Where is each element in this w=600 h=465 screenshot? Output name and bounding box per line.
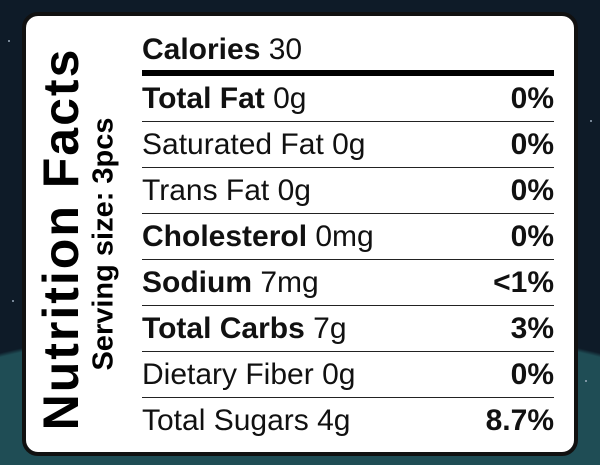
nutrient-row: Trans Fat 0g 0% [142,168,554,214]
nutrient-amount: 4g [317,403,351,437]
nutrient: Sodium 7mg [142,266,319,300]
serving-size: Serving size: 3pcs [87,117,120,371]
calories-label: Calories [142,33,261,66]
nutrient: Trans Fat 0g [142,174,311,208]
nutrient: Total Sugars 4g [142,404,350,438]
nutrient-row: Total Sugars 4g 8.7% [142,398,554,443]
nutrient-name: Total Carbs [142,311,305,345]
nutrient: Total Fat 0g [142,82,307,116]
nutrient-name: Trans Fat [142,173,270,207]
nutrient-amount: 0mg [315,219,374,253]
nutrient: Cholesterol 0mg [142,220,374,254]
nutrient-name: Total Fat [142,81,265,115]
nutrient-amount: 0g [322,357,356,391]
daily-value: 8.7% [485,403,554,437]
nutrient-row: Total Fat 0g 0% [142,76,554,122]
nutrition-label: Nutrition Facts Serving size: 3pcs Calor… [22,12,578,456]
daily-value: 0% [510,81,554,115]
daily-value: <1% [493,265,554,299]
star [8,40,10,42]
label-title: Nutrition Facts [33,47,89,431]
calories-row: Calories 30 [142,30,554,76]
daily-value: 0% [510,173,554,207]
nutrient: Dietary Fiber 0g [142,358,355,392]
nutrient-name: Sodium [142,265,252,299]
daily-value: 0% [510,357,554,391]
nutrient-row: Total Carbs 7g 3% [142,306,554,352]
nutrient-row: Dietary Fiber 0g 0% [142,352,554,398]
nutrient-amount: 0g [332,127,366,161]
calories-value: 30 [268,33,303,66]
nutrient-name: Dietary Fiber [142,357,314,391]
daily-value: 3% [510,311,554,345]
calories: Calories 30 [142,33,302,67]
nutrient-name: Cholesterol [142,219,308,253]
daily-value: 0% [510,219,554,253]
nutrient-name: Total Sugars [142,403,309,437]
star [590,120,592,122]
nutrient-row: Saturated Fat 0g 0% [142,122,554,168]
nutrient: Total Carbs 7g [142,312,347,346]
nutrient-row: Cholesterol 0mg 0% [142,214,554,260]
nutrient: Saturated Fat 0g [142,128,366,162]
star [12,300,14,302]
nutrient-name: Saturated Fat [142,127,324,161]
nutrient-amount: 0g [277,173,311,207]
nutrient-amount: 7mg [260,265,319,299]
star [585,380,587,382]
daily-value: 0% [510,127,554,161]
nutrient-row: Sodium 7mg <1% [142,260,554,306]
nutrient-amount: 0g [273,81,307,115]
nutrient-amount: 7g [313,311,347,345]
